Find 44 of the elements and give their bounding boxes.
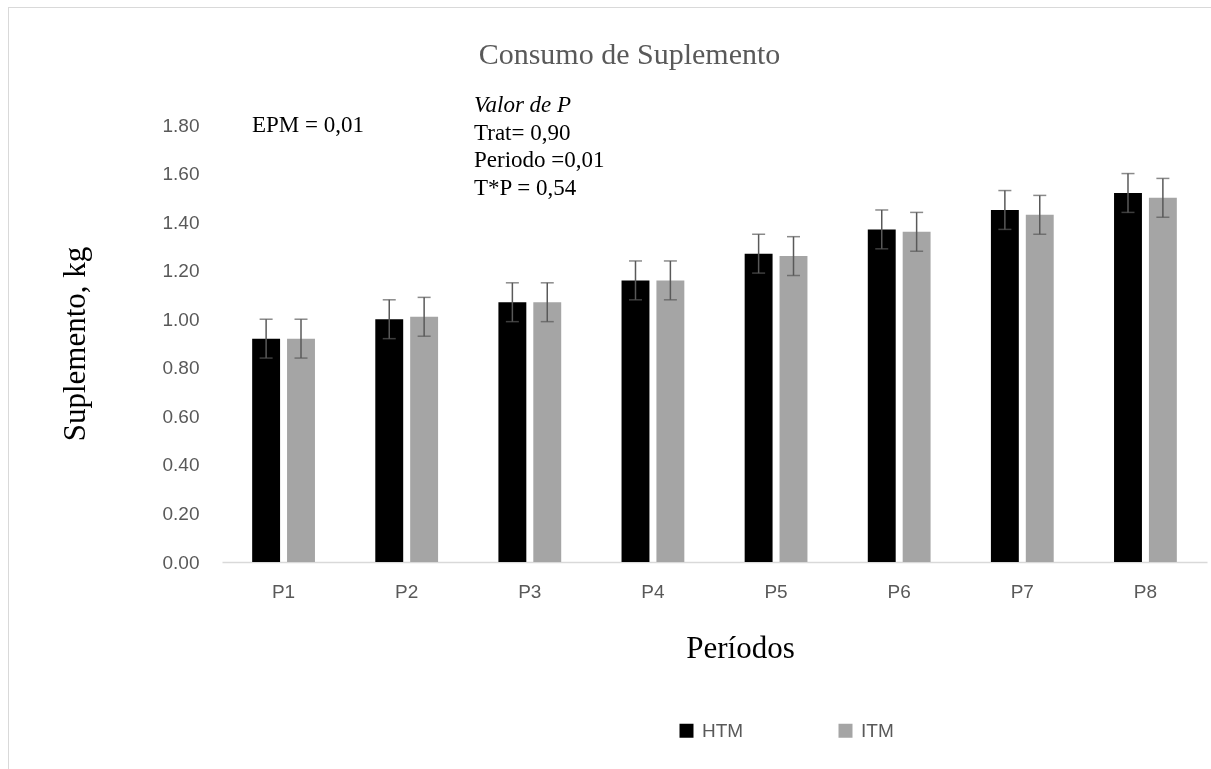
bar xyxy=(1114,192,1142,562)
bar xyxy=(779,256,808,562)
bar xyxy=(744,253,773,562)
x-tick-label: P4 xyxy=(641,580,665,602)
bar xyxy=(498,302,527,562)
annotation: EPM = 0,01 xyxy=(252,112,365,137)
x-tick-label: P5 xyxy=(764,580,788,602)
legend-label: HTM xyxy=(702,719,744,741)
chart-title: Consumo de Suplemento xyxy=(478,37,781,70)
bar xyxy=(252,338,281,562)
bar xyxy=(621,280,650,562)
y-tick-label: 0.80 xyxy=(162,357,200,379)
bar xyxy=(656,280,685,562)
bar xyxy=(375,319,404,562)
y-tick-label: 1.20 xyxy=(162,260,200,282)
y-tick-label: 0.00 xyxy=(162,551,200,573)
legend-label: ITM xyxy=(861,719,894,741)
y-tick-label: 0.20 xyxy=(162,502,200,524)
bar xyxy=(287,338,315,562)
annotation: Trat= 0,90 xyxy=(474,119,571,145)
y-tick-label: 0.40 xyxy=(162,454,200,476)
x-tick-label: P1 xyxy=(271,580,296,602)
bar xyxy=(867,229,896,562)
y-tick-label: 1.00 xyxy=(162,308,200,330)
x-tick-label: P3 xyxy=(518,580,542,602)
x-axis-title: Períodos xyxy=(686,629,795,665)
x-tick-label: P7 xyxy=(1010,580,1034,602)
y-tick-label: 0.60 xyxy=(162,405,200,427)
bar xyxy=(990,209,1019,562)
annotation: T*P = 0,54 xyxy=(474,174,577,200)
y-axis-title: Suplemento, kg xyxy=(56,246,92,442)
x-tick-label: P6 xyxy=(887,580,911,602)
bar xyxy=(410,316,439,562)
x-tick-label: P2 xyxy=(395,580,419,602)
annotation: Periodo =0,01 xyxy=(474,147,605,172)
y-tick-label: 1.60 xyxy=(162,163,200,185)
bar xyxy=(902,231,931,562)
bar xyxy=(533,302,562,562)
y-tick-label: 1.40 xyxy=(162,211,200,233)
x-tick-label: P8 xyxy=(1133,580,1158,602)
bar xyxy=(1025,214,1054,562)
text: Valor de P xyxy=(474,92,572,117)
y-tick-label: 1.80 xyxy=(162,114,200,136)
bar xyxy=(1148,197,1177,562)
